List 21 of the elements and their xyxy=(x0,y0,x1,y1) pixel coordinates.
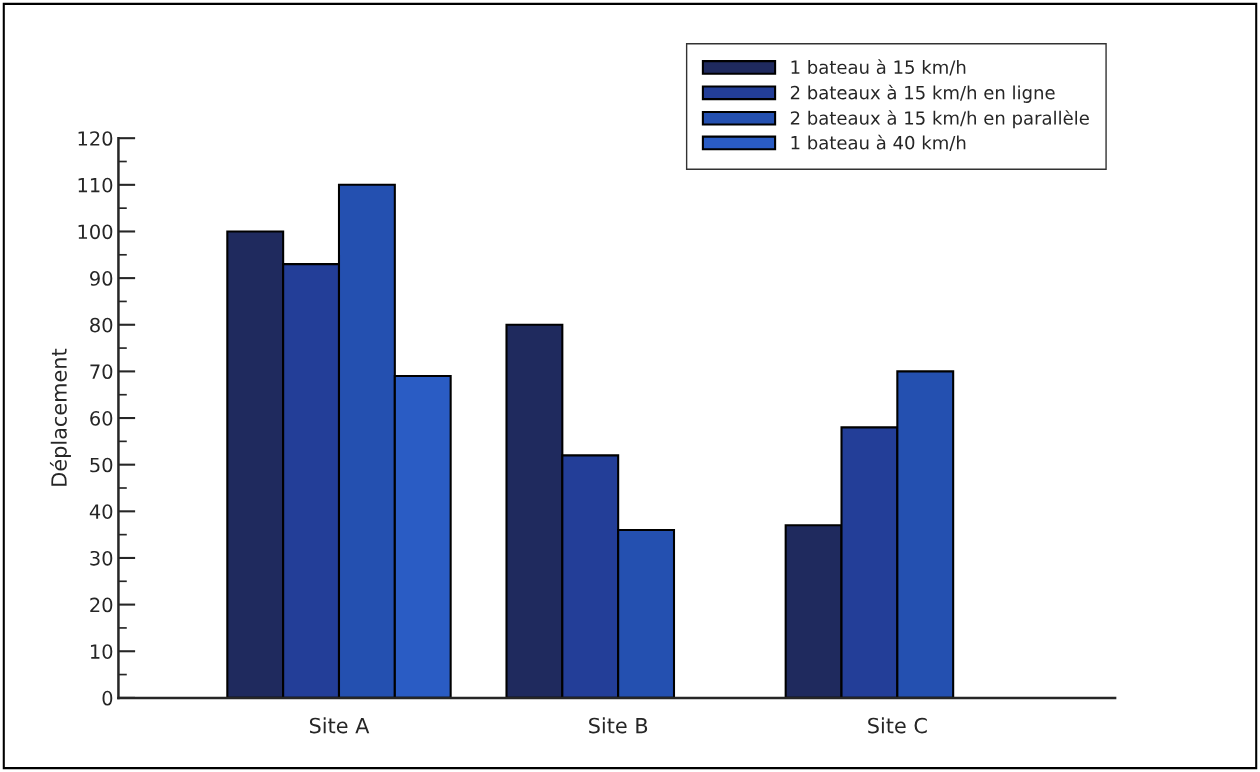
y-tick-label: 120 xyxy=(78,131,113,146)
y-tick-label: 90 xyxy=(90,271,113,286)
x-tick-label: Site B xyxy=(589,717,648,734)
x-tick-label: Site A xyxy=(309,717,370,734)
legend-label: 2 bateaux à 15 km/h en ligne xyxy=(790,84,1055,103)
y-tick-label: 60 xyxy=(90,410,113,426)
y-axis-title: Déplacement xyxy=(49,348,71,486)
y-tick-label: 100 xyxy=(78,224,113,240)
y-tick-label: 80 xyxy=(90,317,113,333)
legend-label: 1 bateau à 15 km/h xyxy=(791,59,966,76)
y-tick-label: 40 xyxy=(89,504,113,519)
x-tick-label: Site C xyxy=(868,717,927,734)
legend-label: 2 bateaux à 15 km/h en parallèle xyxy=(790,110,1089,129)
y-tick-label: 30 xyxy=(90,550,113,566)
y-tick-label: 50 xyxy=(90,457,113,473)
y-tick-label: 10 xyxy=(90,644,113,659)
legend-label: 1 bateau à 40 km/h xyxy=(791,134,966,151)
y-tick-label: 110 xyxy=(78,177,113,193)
y-tick-label: 0 xyxy=(102,690,113,706)
y-tick-label: 70 xyxy=(90,364,113,380)
y-tick-label: 20 xyxy=(90,597,113,613)
